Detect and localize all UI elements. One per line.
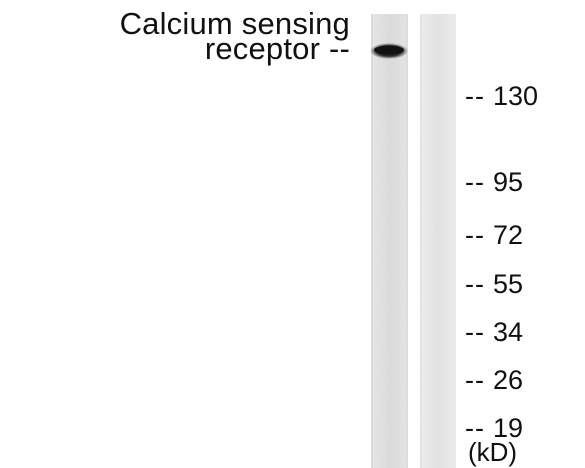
marker-value: 95	[492, 167, 524, 197]
marker-dash: --	[465, 220, 485, 250]
marker-value: 19	[492, 413, 524, 443]
marker-dash: --	[465, 167, 485, 197]
marker-dash: --	[465, 81, 485, 111]
marker-26: -- 26	[465, 366, 523, 394]
protein-name-line-2: receptor --	[204, 31, 350, 66]
marker-34: -- 34	[465, 318, 523, 346]
marker-value: 130	[492, 81, 539, 111]
marker-72: -- 72	[465, 221, 523, 249]
marker-dash: --	[465, 413, 485, 443]
control-lane	[420, 14, 456, 468]
marker-value: 55	[492, 269, 524, 299]
marker-dash: --	[465, 365, 485, 395]
marker-130: -- 130	[465, 82, 538, 110]
marker-value: 26	[492, 365, 524, 395]
marker-value: 72	[492, 220, 524, 250]
sample-lane	[371, 14, 408, 468]
unit-label: (kD)	[468, 437, 518, 467]
marker-95: -- 95	[465, 168, 523, 196]
marker-19: -- 19	[465, 414, 523, 442]
marker-dash: --	[465, 269, 485, 299]
receptor-band-core	[374, 45, 404, 55]
protein-name-line-1: Calcium sensing	[119, 6, 350, 41]
marker-dash: --	[465, 317, 485, 347]
marker-55: -- 55	[465, 270, 523, 298]
marker-value: 34	[492, 317, 524, 347]
